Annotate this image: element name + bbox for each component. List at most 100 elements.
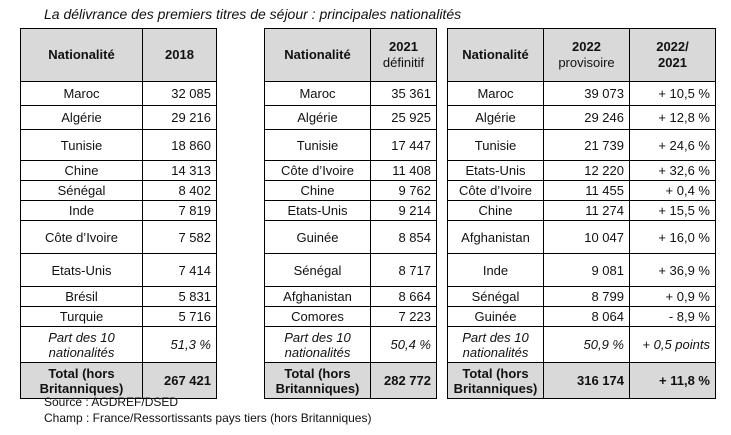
cell-count: 7 223 xyxy=(370,306,437,327)
cell-change: + 0,9 % xyxy=(629,286,716,307)
cell-nationality: Sénégal xyxy=(264,253,371,287)
table-row: Turquie 5 716 xyxy=(20,306,217,327)
table-row: Guinée 8 064- 8,9 % xyxy=(447,306,716,327)
cell-nationality: Brésil xyxy=(20,286,143,307)
total-row: Total (hors Britanniques) 282 772 xyxy=(264,362,437,399)
cell-count: 9 214 xyxy=(370,200,437,221)
cell-nationality: Tunisie xyxy=(447,129,544,161)
cell-count: 8 064 xyxy=(543,306,630,327)
cell-nationality: Etats-Unis xyxy=(264,200,371,221)
table-row: Chine 9 762 xyxy=(264,180,437,201)
table-row: Etats-Unis 7 414 xyxy=(20,253,217,287)
table-row: Algérie 29 246 + 12,8 % xyxy=(447,105,716,130)
table-row: Afghanistan 8 664 xyxy=(264,286,437,307)
page-title: La délivrance des premiers titres de séj… xyxy=(44,6,462,22)
table-row: Etats-Unis 12 220 + 32,6 % xyxy=(447,160,716,181)
cell-count: 5 831 xyxy=(142,286,217,307)
cell-nationality: Côte d’Ivoire xyxy=(264,160,371,181)
header-2022-status: provisoire xyxy=(558,55,615,70)
header-evolution: 2022/ 2021 xyxy=(629,28,716,82)
cell-nationality: Chine xyxy=(20,160,143,181)
cell-change: - 8,9 % xyxy=(629,306,716,327)
header-nationalite: Nationalité xyxy=(447,28,544,82)
cell-nationality: Etats-Unis xyxy=(20,253,143,287)
cell-count: 29 216 xyxy=(142,105,217,130)
table-row: Côte d’Ivoire 11 455 + 0,4 % xyxy=(447,180,716,201)
cell-nationality: Maroc xyxy=(20,81,143,106)
cell-nationality: Etats-Unis xyxy=(447,160,544,181)
table-2018: Nationalité 2018 Maroc 32 085 Algérie 29 21… xyxy=(20,28,217,399)
cell-nationality: Turquie xyxy=(20,306,143,327)
cell-nationality: Chine xyxy=(447,200,544,221)
share-label: Part des 10 nationalités xyxy=(20,326,143,363)
cell-nationality: Côte d’Ivoire xyxy=(447,180,544,201)
table-row: Inde 7 819 xyxy=(20,200,217,221)
cell-nationality: Algérie xyxy=(264,105,371,130)
header-2021-year: 2021 xyxy=(389,39,418,54)
cell-change: + 15,5 % xyxy=(629,200,716,221)
cell-nationality: Sénégal xyxy=(447,286,544,307)
header-evolution-line1: 2022/ xyxy=(656,39,689,54)
table-row: Côte d’Ivoire 7 582 xyxy=(20,220,217,254)
cell-nationality: Tunisie xyxy=(264,129,371,161)
table-row: Sénégal 8 717 xyxy=(264,253,437,287)
share-row: Part des 10 nationalités 50,9 % + 0,5 poin… xyxy=(447,326,716,363)
table-2022: Nationalité 2022 provisoire 2022/ 2021 M… xyxy=(447,28,716,399)
cell-change: + 0,4 % xyxy=(629,180,716,201)
cell-count: 39 073 xyxy=(543,81,630,106)
share-label: Part des 10 nationalités xyxy=(447,326,544,363)
cell-count: 8 402 xyxy=(142,180,217,201)
cell-nationality: Maroc xyxy=(264,81,371,106)
table-row: Inde 9 081 + 36,9 % xyxy=(447,253,716,287)
table-row: Algérie 25 925 xyxy=(264,105,437,130)
share-row: Part des 10 nationalités 50,4 % xyxy=(264,326,437,363)
cell-count: 11 274 xyxy=(543,200,630,221)
cell-nationality: Tunisie xyxy=(20,129,143,161)
cell-nationality: Guinée xyxy=(447,306,544,327)
cell-nationality: Afghanistan xyxy=(447,220,544,254)
table-row: Tunisie 21 739 + 24,6 % xyxy=(447,129,716,161)
cell-nationality: Afghanistan xyxy=(264,286,371,307)
table-2021: Nationalité 2021 définitif Maroc 35 361 Al… xyxy=(264,28,437,399)
cell-count: 29 246 xyxy=(543,105,630,130)
table-row: Comores 7 223 xyxy=(264,306,437,327)
cell-nationality: Algérie xyxy=(447,105,544,130)
table-row: Chine 14 313 xyxy=(20,160,217,181)
table-row: Afghanistan 10 047 + 16,0 % xyxy=(447,220,716,254)
cell-count: 17 447 xyxy=(370,129,437,161)
share-value: 51,3 % xyxy=(142,326,217,363)
cell-count: 11 455 xyxy=(543,180,630,201)
cell-nationality: Comores xyxy=(264,306,371,327)
table-row: Etats-Unis 9 214 xyxy=(264,200,437,221)
table-row: Maroc 39 073 + 10,5 % xyxy=(447,81,716,106)
header-2021-status: définitif xyxy=(382,55,425,70)
cell-count: 12 220 xyxy=(543,160,630,181)
total-label: Total (hors Britanniques) xyxy=(264,362,371,399)
cell-change: + 24,6 % xyxy=(629,129,716,161)
cell-count: 18 860 xyxy=(142,129,217,161)
total-label: Total (hors Britanniques) xyxy=(20,362,143,399)
cell-count: 32 085 xyxy=(142,81,217,106)
cell-nationality: Inde xyxy=(20,200,143,221)
cell-count: 21 739 xyxy=(543,129,630,161)
cell-count: 7 582 xyxy=(142,220,217,254)
table-row: Brésil 5 831 xyxy=(20,286,217,307)
cell-change: + 32,6 % xyxy=(629,160,716,181)
table-row: Sénégal 8 402 xyxy=(20,180,217,201)
share-row: Part des 10 nationalités 51,3 % xyxy=(20,326,217,363)
cell-count: 10 047 xyxy=(543,220,630,254)
cell-count: 14 313 xyxy=(142,160,217,181)
cell-nationality: Inde xyxy=(447,253,544,287)
cell-change: + 12,8 % xyxy=(629,105,716,130)
share-label: Part des 10 nationalités xyxy=(264,326,371,363)
cell-count: 8 799 xyxy=(543,286,630,307)
header-row: Nationalité 2022 provisoire 2022/ 2021 xyxy=(447,28,716,82)
header-nationalite: Nationalité xyxy=(264,28,371,82)
header-2022-year: 2022 xyxy=(572,39,601,54)
cell-change: + 36,9 % xyxy=(629,253,716,287)
scope-note: Champ : France/Ressortissants pays tiers… xyxy=(44,411,372,425)
table-row: Maroc 32 085 xyxy=(20,81,217,106)
cell-count: 8 664 xyxy=(370,286,437,307)
cell-count: 7 819 xyxy=(142,200,217,221)
cell-change: + 16,0 % xyxy=(629,220,716,254)
